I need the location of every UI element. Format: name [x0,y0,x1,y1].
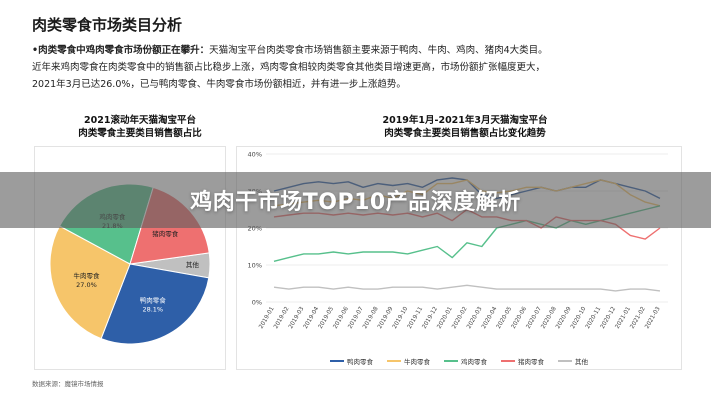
legend-item-4: 其他 [558,356,588,366]
line-chart-title-line-1: 2019年1月-2021年3月天猫淘宝平台 [382,115,548,126]
title-banner: 鸡肉干市场TOP10产品深度解析 [0,172,711,228]
y-tick-label-2: 20% [248,225,262,233]
description: •肉类零食中鸡肉零食市场份额正在攀升：天猫淘宝平台肉类零食市场销售额主要来源于鸭… [32,42,692,93]
line-chart-title: 2019年1月-2021年3月天猫淘宝平台 肉类零食主要类目销售额占比变化趋势 [300,114,630,140]
pie-chart-title: 2021滚动年天猫淘宝平台 肉类零食主要类目销售额占比 [40,114,240,140]
pie-slice-label-2: 27.0% [76,281,97,289]
legend-item-1: 牛肉零食 [387,356,430,366]
pie-chart-title-line-2: 肉类零食主要类目销售额占比 [78,128,202,139]
pie-slice-name-0: 其他 [186,260,200,269]
pie-slice-2 [49,225,131,340]
description-line-3: 2021年3月已达26.0%，已与鸭肉零食、牛肉零食市场份额相近，并有进一步上涨… [32,79,406,90]
legend-swatch-3 [501,360,515,362]
pie-chart-title-line-1: 2021滚动年天猫淘宝平台 [84,115,196,126]
legend-swatch-4 [558,360,572,362]
y-tick-label-4: 40% [248,151,262,159]
pie-slice-label-1: 28.1% [142,305,163,313]
x-tick-label-26: 2021-03 [644,306,661,330]
legend-swatch-2 [444,360,458,362]
legend-item-2: 鸡肉零食 [444,356,487,366]
pie-slice-name-4: 猪肉零食 [152,229,179,238]
description-text-1: 天猫淘宝平台肉类零食市场销售额主要来源于鸭肉、牛肉、鸡肉、猪肉4大类目。 [209,45,548,56]
line-chart-legend: 鸭肉零食 牛肉零食 鸡肉零食 猪肉零食 其他 [330,356,588,366]
legend-label-4: 其他 [575,358,588,366]
pie-slice-name-2: 牛肉零食 [73,271,100,280]
line-chart-title-line-2: 肉类零食主要类目销售额占比变化趋势 [384,128,546,139]
y-tick-label-0: 0% [252,299,262,307]
legend-label-0: 鸭肉零食 [347,358,373,366]
banner-title: 鸡肉干市场TOP10产品深度解析 [190,190,521,215]
description-line-1: •肉类零食中鸡肉零食市场份额正在攀升：天猫淘宝平台肉类零食市场销售额主要来源于鸭… [32,42,692,59]
pie-slice-name-1: 鸭肉零食 [140,295,167,304]
legend-label-3: 猪肉零食 [518,358,544,366]
pie-slice-1 [100,263,210,345]
description-line-2: 近年来鸡肉零食在肉类零食中的销售额占比稳步上涨，鸡肉零食相较肉类零食其他类目增速… [32,62,546,73]
data-source: 数据来源：魔镜市场情报 [32,380,104,388]
legend-item-0: 鸭肉零食 [330,356,373,366]
description-bold: •肉类零食中鸡肉零食市场份额正在攀升： [32,45,210,56]
series-line-4 [273,284,661,292]
legend-label-2: 鸡肉零食 [461,358,487,366]
page-title: 肉类零食市场类目分析 [32,16,183,34]
legend-label-1: 牛肉零食 [404,358,430,366]
legend-swatch-0 [330,360,344,362]
y-tick-label-1: 10% [248,262,262,270]
legend-swatch-1 [387,360,401,362]
legend-item-3: 猪肉零食 [501,356,544,366]
